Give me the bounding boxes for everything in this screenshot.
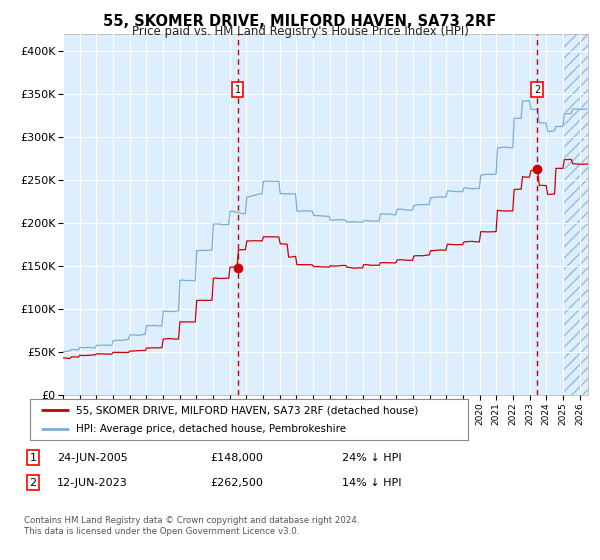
Text: 2: 2 bbox=[29, 478, 37, 488]
Text: 55, SKOMER DRIVE, MILFORD HAVEN, SA73 2RF (detached house): 55, SKOMER DRIVE, MILFORD HAVEN, SA73 2R… bbox=[76, 405, 418, 415]
Text: 2: 2 bbox=[534, 85, 540, 95]
Text: £148,000: £148,000 bbox=[210, 452, 263, 463]
Text: 1: 1 bbox=[29, 452, 37, 463]
Text: 24-JUN-2005: 24-JUN-2005 bbox=[57, 452, 128, 463]
Text: 14% ↓ HPI: 14% ↓ HPI bbox=[342, 478, 401, 488]
Text: Contains HM Land Registry data © Crown copyright and database right 2024.: Contains HM Land Registry data © Crown c… bbox=[24, 516, 359, 525]
Text: HPI: Average price, detached house, Pembrokeshire: HPI: Average price, detached house, Pemb… bbox=[76, 424, 346, 433]
Text: This data is licensed under the Open Government Licence v3.0.: This data is licensed under the Open Gov… bbox=[24, 528, 299, 536]
FancyBboxPatch shape bbox=[30, 399, 468, 440]
Text: 55, SKOMER DRIVE, MILFORD HAVEN, SA73 2RF: 55, SKOMER DRIVE, MILFORD HAVEN, SA73 2R… bbox=[103, 14, 497, 29]
Bar bbox=[563, 34, 600, 395]
Text: 24% ↓ HPI: 24% ↓ HPI bbox=[342, 452, 401, 463]
Text: £262,500: £262,500 bbox=[210, 478, 263, 488]
Text: 1: 1 bbox=[235, 85, 241, 95]
Text: 12-JUN-2023: 12-JUN-2023 bbox=[57, 478, 128, 488]
Bar bbox=[563, 34, 600, 395]
Text: Price paid vs. HM Land Registry's House Price Index (HPI): Price paid vs. HM Land Registry's House … bbox=[131, 25, 469, 38]
